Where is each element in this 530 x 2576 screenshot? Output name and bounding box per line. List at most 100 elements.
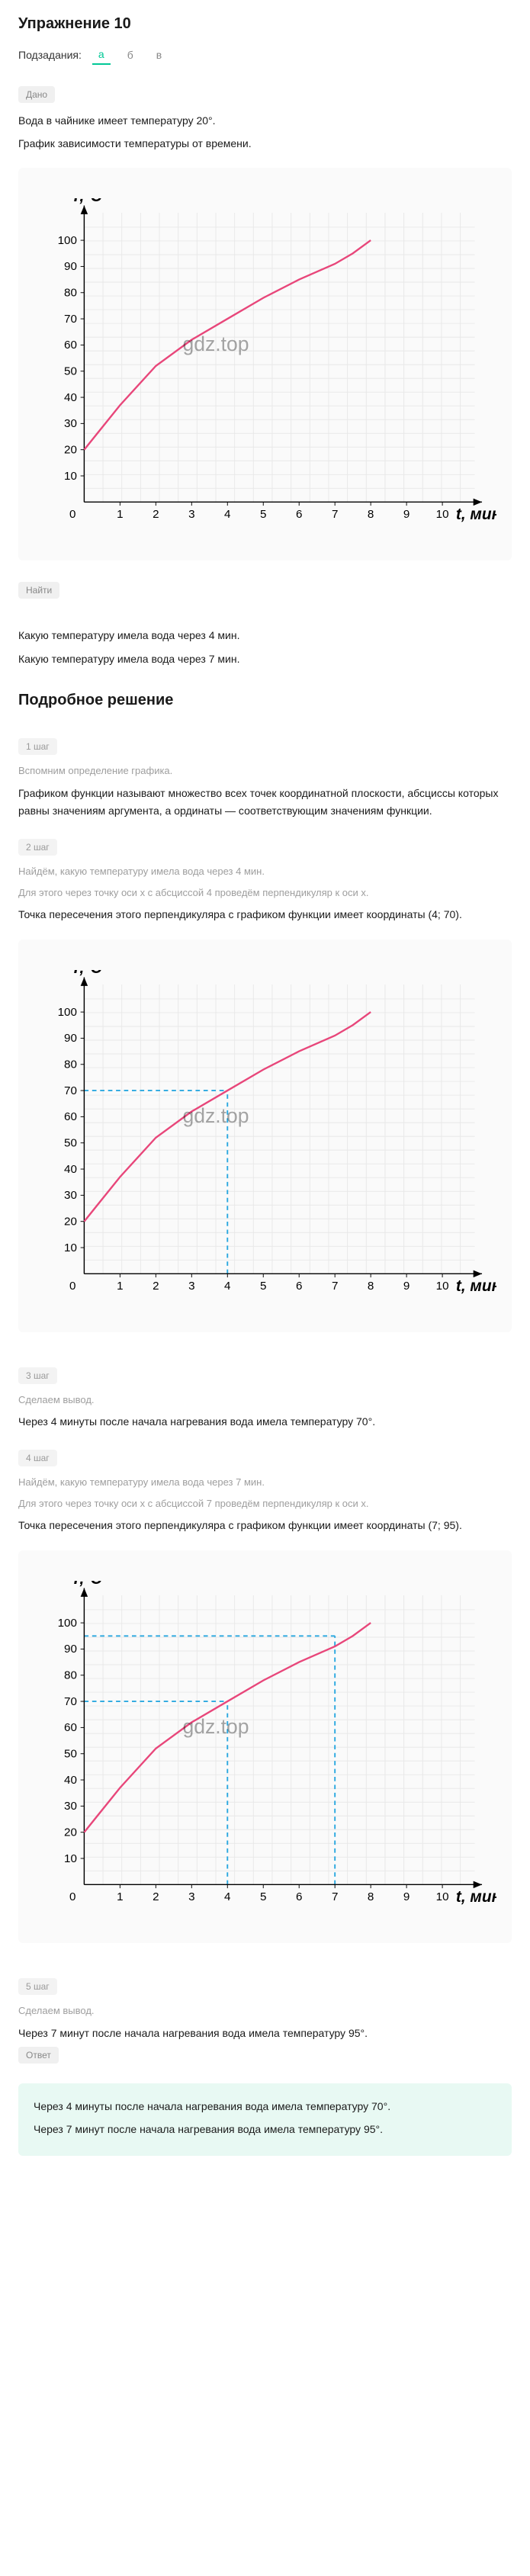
answer-l2: Через 7 минут после начала нагревания во…	[34, 2120, 496, 2139]
svg-text:80: 80	[64, 286, 77, 299]
s3t1-post: .	[372, 1415, 375, 1428]
ans-l1-pre: Через	[34, 2100, 66, 2112]
svg-text:6: 6	[296, 1890, 302, 1903]
s3t1-b: 70°	[356, 1415, 372, 1428]
svg-text:4: 4	[224, 508, 230, 521]
find-block: Какую температуру имела вода через 4 мин…	[18, 626, 512, 669]
find-l2-post: мин.	[215, 653, 240, 665]
answer-badge: Ответ	[18, 2047, 59, 2064]
svg-text:20: 20	[64, 1216, 77, 1229]
ans-l2-pre: Через	[34, 2123, 66, 2135]
svg-text:20: 20	[64, 443, 77, 456]
svg-text:70: 70	[64, 1695, 77, 1708]
chart-2-svg: 123456789101020304050607080901000T,°Ct, …	[34, 970, 496, 1317]
svg-text:T,°C: T,°C	[71, 198, 102, 205]
svg-text:2: 2	[153, 1280, 159, 1293]
find-l1-val: 4	[209, 629, 215, 641]
s2g2-post: .	[366, 887, 369, 898]
solution-title: Подробное решение	[18, 692, 512, 709]
svg-text:gdz.top: gdz.top	[182, 332, 249, 355]
step3-grey: Сделаем вывод.	[18, 1392, 512, 1408]
find-l2-val: 7	[209, 653, 215, 665]
answer-l1: Через 4 минуты после начала нагревания в…	[34, 2097, 496, 2116]
svg-text:9: 9	[403, 1890, 410, 1903]
s5t1-mid: минут после начала нагревания вода имела…	[57, 2027, 349, 2039]
chart-2: 123456789101020304050607080901000T,°Ct, …	[18, 940, 512, 1332]
svg-text:10: 10	[436, 1890, 449, 1903]
svg-text:40: 40	[64, 391, 77, 404]
s4g1-post: мин.	[241, 1476, 265, 1488]
svg-text:90: 90	[64, 260, 77, 273]
s2g2-mid2: проведём перпендикуляр к оси	[212, 887, 361, 898]
s2g2-val: 4	[207, 887, 212, 898]
svg-text:30: 30	[64, 1189, 77, 1202]
svg-text:70: 70	[64, 1084, 77, 1097]
svg-text:7: 7	[332, 1280, 338, 1293]
subtasks-row: Подзадания: а б в	[18, 45, 512, 65]
chart-3: 123456789101020304050607080901000T,°Ct, …	[18, 1550, 512, 1943]
s2g1-post: мин.	[241, 866, 265, 877]
svg-text:80: 80	[64, 1669, 77, 1682]
svg-text:9: 9	[403, 1280, 410, 1293]
find-l1: Какую температуру имела вода через 4 мин…	[18, 626, 512, 645]
svg-text:50: 50	[64, 1137, 77, 1150]
step4-text: Точка пересечения этого перпендикуляра с…	[18, 1517, 512, 1535]
svg-text:70: 70	[64, 313, 77, 326]
ans-l1-post: .	[387, 2100, 390, 2112]
svg-text:40: 40	[64, 1163, 77, 1176]
step1-grey: Вспомним определение графика.	[18, 763, 512, 779]
s2g2-mid: с абсциссой	[145, 887, 207, 898]
step4-badge: 4 шаг	[18, 1450, 57, 1466]
svg-text:60: 60	[64, 339, 77, 352]
svg-text:20: 20	[64, 1826, 77, 1839]
given-line-1: Вода в чайнике имеет температуру 20°.	[18, 112, 512, 129]
find-l2-pre: Какую температуру имела вода через	[18, 653, 209, 665]
ans-l1-mid: минуты после начала нагревания вода имел…	[72, 2100, 372, 2112]
svg-text:60: 60	[64, 1721, 77, 1734]
s4g2-pre: Для этого через точку оси	[18, 1498, 140, 1509]
svg-text:9: 9	[403, 508, 410, 521]
subtask-b[interactable]: б	[121, 46, 140, 64]
step4-grey-2: Для этого через точку оси x с абсциссой …	[18, 1495, 512, 1512]
svg-text:60: 60	[64, 1110, 77, 1123]
svg-text:T,°C: T,°C	[71, 970, 102, 977]
s5t1-post: .	[365, 2027, 368, 2039]
chart-1: 123456789101020304050607080901000T,°Ct, …	[18, 168, 512, 560]
svg-text:3: 3	[188, 1890, 194, 1903]
answer-box: Через 4 минуты после начала нагревания в…	[18, 2083, 512, 2155]
svg-text:0: 0	[69, 1280, 75, 1293]
svg-text:90: 90	[64, 1032, 77, 1045]
ans-l1-b: 70°	[371, 2100, 387, 2112]
svg-text:40: 40	[64, 1774, 77, 1787]
step3-text: Через 4 минуты после начала нагревания в…	[18, 1413, 512, 1431]
s3t1-a: 4	[51, 1415, 57, 1428]
s2t1-post: .	[459, 908, 462, 920]
subtask-a[interactable]: а	[92, 45, 111, 65]
step1-badge: 1 шаг	[18, 738, 57, 755]
step2-text: Точка пересечения этого перпендикуляра с…	[18, 906, 512, 924]
svg-text:100: 100	[58, 1006, 77, 1019]
s4t1-val: (7; 95)	[428, 1519, 458, 1531]
svg-text:0: 0	[69, 1890, 75, 1903]
svg-text:10: 10	[64, 1852, 77, 1865]
ans-l1-a: 4	[66, 2100, 72, 2112]
svg-text:3: 3	[188, 1280, 194, 1293]
svg-text:5: 5	[260, 1890, 266, 1903]
step2-grey-1: Найдём, какую температуру имела вода чер…	[18, 863, 512, 880]
svg-text:1: 1	[117, 1890, 123, 1903]
svg-text:1: 1	[117, 1280, 123, 1293]
svg-text:5: 5	[260, 508, 266, 521]
svg-text:10: 10	[64, 470, 77, 483]
subtask-v[interactable]: в	[150, 46, 168, 64]
ans-l2-mid: минут после начала нагревания вода имела…	[72, 2123, 364, 2135]
svg-text:80: 80	[64, 1058, 77, 1071]
find-l1-pre: Какую температуру имела вода через	[18, 629, 209, 641]
svg-text:30: 30	[64, 417, 77, 430]
svg-text:1: 1	[117, 508, 123, 521]
svg-text:100: 100	[58, 234, 77, 247]
s3t1-mid: минуты после начала нагревания вода имел…	[57, 1415, 357, 1428]
step2-grey-2: Для этого через точку оси x с абсциссой …	[18, 885, 512, 901]
svg-text:7: 7	[332, 508, 338, 521]
ans-l2-a: 7	[66, 2123, 72, 2135]
find-badge: Найти	[18, 582, 59, 599]
